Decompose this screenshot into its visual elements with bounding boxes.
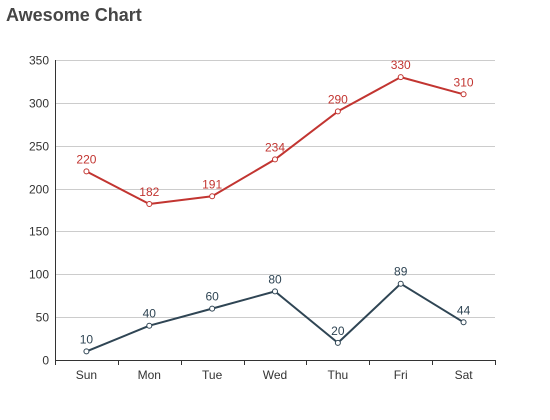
data-label: 60 bbox=[205, 290, 219, 304]
data-point bbox=[397, 280, 404, 287]
x-tick-label: Fri bbox=[394, 368, 408, 382]
series-group: 220 182 191 234 290 330 310 10 40 60 80 20 89 44 bbox=[76, 58, 474, 355]
data-label: 80 bbox=[268, 272, 282, 286]
chart-title: Awesome Chart bbox=[6, 5, 142, 25]
data-label: 220 bbox=[76, 152, 96, 166]
data-label: 234 bbox=[265, 140, 285, 154]
data-point bbox=[460, 319, 467, 326]
data-point bbox=[209, 193, 216, 200]
data-label: 10 bbox=[80, 332, 94, 346]
data-label: 182 bbox=[139, 185, 159, 199]
series-1: 220 182 191 234 290 330 310 bbox=[76, 58, 474, 207]
data-label: 290 bbox=[328, 92, 348, 106]
x-tick-label: Sun bbox=[76, 368, 97, 382]
x-tick-label: Sat bbox=[455, 368, 474, 382]
y-tick-label: 300 bbox=[29, 97, 49, 111]
x-tick-label: Thu bbox=[328, 368, 349, 382]
data-point bbox=[272, 156, 278, 163]
y-tick-label: 100 bbox=[29, 268, 49, 282]
series-2: 10 40 60 80 20 89 44 bbox=[80, 265, 471, 355]
data-label: 89 bbox=[394, 265, 408, 279]
data-point bbox=[460, 91, 467, 98]
data-label: 44 bbox=[457, 303, 471, 317]
y-tick-label: 150 bbox=[29, 225, 49, 239]
data-point bbox=[334, 339, 341, 346]
data-point bbox=[146, 322, 153, 329]
data-point bbox=[272, 288, 278, 295]
data-point bbox=[334, 108, 341, 115]
data-label: 20 bbox=[331, 324, 345, 338]
data-label: 191 bbox=[202, 177, 222, 191]
x-tick-label: Wed bbox=[263, 368, 287, 382]
data-label: 330 bbox=[391, 58, 411, 72]
x-tick-label: Tue bbox=[202, 368, 223, 382]
data-label: 310 bbox=[454, 75, 474, 89]
data-point bbox=[146, 201, 153, 207]
data-point bbox=[83, 348, 90, 355]
axes: 0 50 100 150 200 250 300 350 Sun Mon Tue Wed Thu Fri S… bbox=[29, 54, 496, 382]
grid-lines bbox=[55, 60, 495, 318]
y-tick-label: 250 bbox=[29, 140, 49, 154]
y-tick-label: 0 bbox=[42, 354, 49, 368]
data-label: 40 bbox=[143, 307, 157, 321]
y-tick-label: 50 bbox=[36, 311, 50, 325]
y-tick-label: 200 bbox=[29, 183, 49, 197]
y-tick-label: 350 bbox=[29, 54, 49, 68]
data-point bbox=[209, 305, 216, 312]
x-tick-label: Mon bbox=[138, 368, 161, 382]
data-point bbox=[83, 168, 90, 175]
data-point bbox=[397, 74, 404, 81]
